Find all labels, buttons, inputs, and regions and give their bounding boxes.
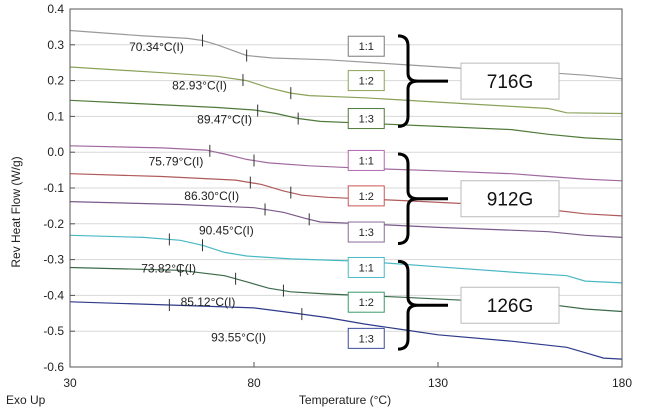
y-tick-label: -0.2 (43, 217, 64, 231)
ratio-label: 1:2 (359, 191, 374, 203)
group-label: 716G (487, 72, 533, 93)
x-tick-label: 30 (63, 376, 77, 390)
group-box (460, 286, 560, 324)
transition-temperature-label: 70.34°C(I) (129, 40, 184, 54)
ratio-box (347, 108, 385, 130)
y-tick-label: -0.4 (43, 288, 64, 302)
y-tick-label: -0.3 (43, 253, 64, 267)
y-tick-label: 0.1 (47, 109, 64, 123)
series-line (69, 234, 623, 284)
y-tick-label: 0.4 (47, 2, 64, 16)
y-tick-label: 0.0 (47, 145, 64, 159)
y-tick-label: -0.5 (43, 324, 64, 338)
series-line (69, 66, 623, 115)
ratio-box (347, 327, 385, 349)
x-tick-label: 80 (247, 376, 261, 390)
ratio-box (347, 70, 385, 92)
x-axis-title: Temperature (°C) (299, 393, 391, 407)
group-box (460, 62, 560, 100)
exo-up-label: Exo Up (6, 393, 46, 407)
ratio-box (347, 256, 385, 278)
ratio-label: 1:1 (359, 41, 374, 53)
y-tick-label: 0.2 (47, 74, 64, 88)
ratio-label: 1:2 (359, 297, 374, 309)
transition-temperature-label: 85.12°C(I) (181, 295, 236, 309)
series-line (69, 99, 623, 141)
ratio-label: 1:1 (359, 155, 374, 167)
ratio-box (347, 291, 385, 313)
series-lines (69, 29, 623, 360)
ratio-box (347, 221, 385, 243)
annotations: 70.34°C(I) 82.93°C(I) 89.47°C(I) 75.79°C(I)… (129, 34, 560, 351)
transition-temperature-label: 82.93°C(I) (172, 78, 227, 92)
ratio-label: 1:2 (359, 76, 374, 88)
transition-temperature-label: 90.45°C(I) (199, 224, 254, 238)
ratio-label: 1:3 (359, 227, 374, 239)
series-line (69, 301, 623, 360)
ratio-box (347, 35, 385, 57)
group-label: 126G (487, 296, 533, 317)
ratio-box (347, 149, 385, 171)
y-tick-label: 0.3 (47, 38, 64, 52)
transition-temperature-label: 75.79°C(I) (149, 155, 204, 169)
x-tick-label: 180 (612, 376, 632, 390)
transition-temperature-label: 86.30°C(I) (184, 189, 239, 203)
ratio-box (347, 185, 385, 207)
y-tick-label: -0.6 (43, 360, 64, 374)
group-label: 912G (487, 190, 533, 211)
transition-temperature-label: 93.55°C(I) (211, 331, 266, 345)
x-tick-label: 130 (428, 376, 448, 390)
transition-temperature-label: 89.47°C(I) (197, 113, 252, 127)
y-axis-title: Rev Heat Flow (W/g) (9, 156, 23, 267)
series-line (69, 145, 623, 182)
ratio-label: 1:3 (359, 333, 374, 345)
ratio-label: 1:3 (359, 114, 374, 126)
group-box (460, 180, 560, 218)
y-tick-label: -0.1 (43, 181, 64, 195)
transition-temperature-label: 73.82°C(I) (141, 262, 196, 276)
axes: 0.4 0.3 0.2 0.1 0.0 -0.1 -0.2 -0.3 -0.4 -0.5 -0.6 3… (43, 2, 632, 390)
series-line (69, 201, 623, 238)
ratio-label: 1:1 (359, 262, 374, 274)
